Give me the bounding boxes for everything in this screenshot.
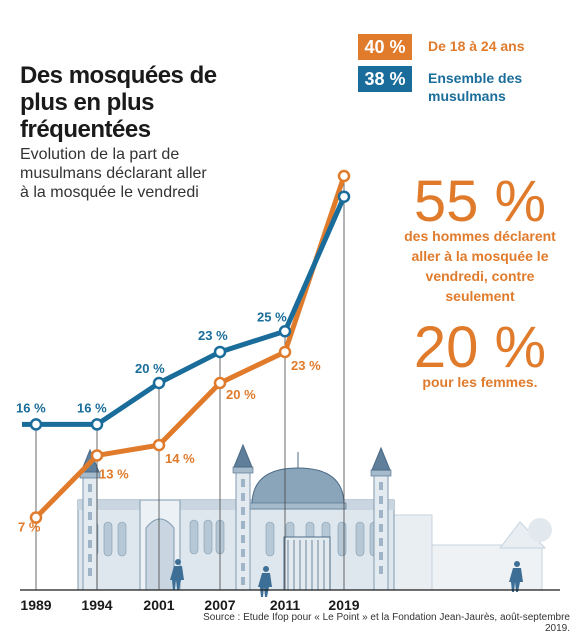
series-line-all <box>36 195 347 427</box>
minaret-window <box>88 526 92 534</box>
data-point <box>213 345 227 359</box>
person-body <box>170 566 184 590</box>
window <box>337 521 347 557</box>
background-building <box>431 544 543 591</box>
dome <box>251 467 345 506</box>
window <box>103 521 113 557</box>
minaret-window <box>379 510 383 518</box>
window <box>117 521 127 557</box>
data-label: 23 % <box>198 328 228 343</box>
minaret-window <box>88 568 92 576</box>
data-labels: 7 % 13 % 14 % 20 % 23 % 16 % 16 % 20 % 23 % 25 % <box>16 309 321 534</box>
minaret-window <box>241 507 245 515</box>
minaret-window <box>88 554 92 562</box>
chart-title: Des mosquées de plus en plus fréquentées <box>20 62 217 143</box>
minaret-window <box>241 563 245 571</box>
data-label: 14 % <box>165 451 195 466</box>
x-tick-label: 2007 <box>204 597 235 613</box>
data-point <box>278 345 292 359</box>
person-body <box>258 573 272 597</box>
men-text: des hommes déclarent aller à la mosquée … <box>404 228 556 304</box>
person-head <box>263 566 269 572</box>
data-label: 20 % <box>226 387 256 402</box>
minaret-window <box>379 524 383 532</box>
data-label: 20 % <box>135 361 165 376</box>
x-tick-label: 2001 <box>143 597 174 613</box>
data-point <box>29 418 43 431</box>
dome-base <box>249 502 347 510</box>
gate <box>283 536 331 591</box>
minaret-balcony <box>232 466 254 474</box>
data-point <box>337 169 351 183</box>
data-label: 25 % <box>257 309 287 324</box>
minaret-roof <box>233 443 253 468</box>
men-percentage: 55 % <box>413 169 547 234</box>
background-tree <box>528 518 552 542</box>
legend-young-badge: 40 % <box>358 34 412 60</box>
minaret-window <box>241 577 245 585</box>
x-tick-label: 2011 <box>270 597 301 613</box>
minaret-window <box>88 540 92 548</box>
data-label: 16 % <box>77 400 107 415</box>
minaret-window <box>379 566 383 574</box>
window <box>265 521 275 557</box>
x-tick-label: 2019 <box>328 597 359 613</box>
data-label: 16 % <box>16 400 46 415</box>
x-axis: 1989 1994 2001 2007 2011 2019 <box>20 597 359 613</box>
data-point <box>278 325 292 338</box>
minaret-window <box>88 512 92 520</box>
data-point <box>152 438 166 452</box>
data-label: 23 % <box>291 358 321 373</box>
series-lines <box>22 175 347 520</box>
minaret-window <box>379 482 383 490</box>
minaret-window <box>241 479 245 487</box>
minaret-window <box>379 496 383 504</box>
series-line-young <box>34 175 347 520</box>
data-point <box>152 376 166 390</box>
person-head <box>175 559 181 565</box>
minaret-window <box>241 493 245 501</box>
chart-subtitle: Evolution de la part de musulmans déclar… <box>20 146 207 201</box>
data-point <box>29 511 43 524</box>
entrance-arch <box>145 518 175 591</box>
data-points <box>29 169 351 524</box>
mosque-illustration <box>20 443 560 597</box>
x-tick-label: 1989 <box>20 597 51 613</box>
minaret-shaft <box>235 470 251 591</box>
minaret-window <box>241 521 245 529</box>
background-building <box>391 514 433 591</box>
person-head <box>514 561 520 567</box>
data-point <box>90 418 104 431</box>
minaret-roof <box>371 446 391 471</box>
minaret-window <box>88 498 92 506</box>
data-label: 7 % <box>18 520 41 535</box>
window <box>355 521 365 557</box>
minaret-balcony <box>370 469 392 477</box>
legend-young-label: De 18 à 24 ans <box>428 38 525 54</box>
women-text: pour les femmes. <box>422 374 538 390</box>
window <box>203 519 213 555</box>
data-label: 13 % <box>99 466 129 481</box>
x-tick-label: 1994 <box>81 597 112 613</box>
minaret-window <box>379 552 383 560</box>
legend-all-badge: 38 % <box>358 66 412 92</box>
data-point <box>337 190 351 203</box>
data-point <box>90 449 104 462</box>
source-note: Source : Etude Ifop pour « Le Point » et… <box>203 612 570 634</box>
minaret-window <box>88 484 92 492</box>
window <box>189 519 199 555</box>
person-body <box>509 568 523 592</box>
minaret-window <box>241 535 245 543</box>
year-drop-lines <box>35 176 345 590</box>
minaret-window <box>241 549 245 557</box>
women-percentage: 20 % <box>413 315 547 380</box>
legend-all-label: Ensemble des musulmans <box>428 70 523 104</box>
minaret-window <box>379 538 383 546</box>
data-point <box>213 376 227 390</box>
